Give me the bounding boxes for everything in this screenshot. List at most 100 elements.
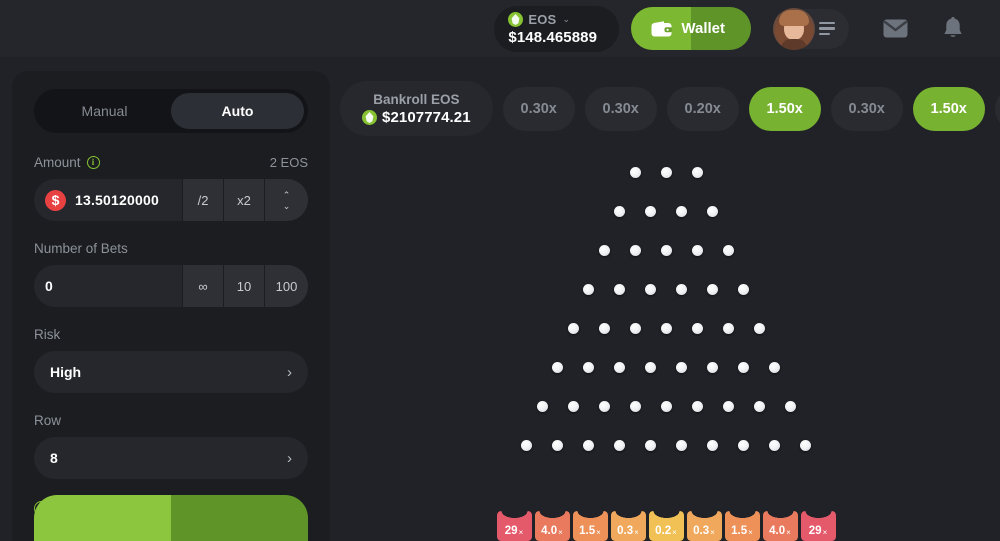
- row-label-row: Row: [34, 413, 308, 428]
- user-avatar[interactable]: [773, 7, 815, 50]
- bucket-value: 0.3: [617, 524, 634, 537]
- history-chip[interactable]: 1.50x: [912, 86, 985, 131]
- bucket-value: 0.2: [655, 524, 672, 537]
- eos-coin-icon: [362, 109, 377, 125]
- bucket-multiplier-symbol: ×: [822, 528, 828, 537]
- bucket-value: 29: [504, 524, 518, 537]
- bet-button[interactable]: [34, 495, 308, 541]
- peg: [722, 401, 734, 412]
- bucket-multiplier-symbol: ×: [748, 528, 753, 537]
- envelope-icon[interactable]: [883, 19, 908, 38]
- peg: [614, 440, 625, 451]
- peg: [598, 245, 610, 256]
- payout-bucket[interactable]: 4.0 ×: [762, 511, 798, 541]
- history-chip[interactable]: 0.30x: [830, 86, 903, 131]
- bucket-value: 4.0: [541, 524, 558, 537]
- history-chip[interactable]: 1.50x: [748, 86, 821, 131]
- peg: [614, 362, 625, 373]
- peg: [707, 206, 718, 217]
- payout-bucket[interactable]: 0.3 ×: [686, 511, 722, 541]
- peg: [629, 401, 641, 412]
- peg: [552, 440, 563, 451]
- info-icon[interactable]: i: [86, 156, 100, 169]
- peg-row: [332, 206, 1000, 217]
- avatar-hair-top: [779, 9, 809, 26]
- balance-amount: $148.465889: [508, 29, 598, 46]
- chevron-up-icon[interactable]: ⌃: [282, 189, 291, 200]
- bankroll-amount-row: $2107774.21: [362, 109, 471, 126]
- payout-bucket[interactable]: 0.2 ×: [648, 511, 684, 541]
- peg: [614, 206, 625, 217]
- amount-input[interactable]: $ 13.50120000: [34, 189, 182, 211]
- bucket-value: 0.3: [693, 524, 710, 537]
- bets-preset-100[interactable]: 100: [264, 265, 308, 307]
- risk-value: High: [50, 364, 82, 380]
- hamburger-menu-icon[interactable]: [819, 21, 835, 36]
- bets-value: 0: [45, 278, 53, 294]
- peg: [598, 401, 610, 412]
- currency-label: EOS: [528, 12, 557, 27]
- mode-auto-button[interactable]: Auto: [171, 93, 304, 129]
- bucket-value: 29: [808, 524, 822, 537]
- peg-row: [332, 362, 1000, 373]
- peg: [629, 245, 641, 256]
- peg: [567, 323, 579, 334]
- payout-bucket[interactable]: 4.0 ×: [534, 511, 570, 541]
- peg: [676, 206, 687, 217]
- amount-halve-button[interactable]: /2: [182, 179, 223, 221]
- mode-toggle: Manual Auto: [34, 89, 308, 133]
- mode-manual-button[interactable]: Manual: [38, 93, 171, 129]
- risk-select[interactable]: High ›: [34, 351, 308, 393]
- payout-bucket[interactable]: 1.5 ×: [724, 511, 760, 541]
- payout-bucket[interactable]: 29 ×: [496, 511, 532, 541]
- chevron-down-icon[interactable]: ⌄: [562, 14, 570, 24]
- wallet-button[interactable]: Wallet: [631, 7, 751, 50]
- bets-preset-infinite[interactable]: ∞: [182, 265, 223, 307]
- amount-double-button[interactable]: x2: [223, 179, 264, 221]
- amount-label-row: Amount i 2 EOS: [34, 155, 308, 170]
- peg: [660, 245, 672, 256]
- history-chip[interactable]: 0.30x: [502, 86, 575, 131]
- amount-label: Amount: [34, 155, 81, 170]
- peg: [676, 284, 687, 295]
- payout-bucket[interactable]: 1.5 ×: [572, 511, 608, 541]
- peg: [753, 401, 765, 412]
- peg: [722, 323, 734, 334]
- chevron-right-icon: ›: [287, 449, 292, 467]
- eos-coin-icon: [508, 12, 524, 27]
- balance-pill[interactable]: EOS ⌄ $148.465889: [494, 5, 620, 52]
- plinko-board: 29 × 4.0 × 1.5 × 0.3 × 0.2 × 0.3 × 1.5 × 4.0 × 29 ×: [332, 167, 1000, 541]
- bets-input[interactable]: 0: [34, 278, 182, 294]
- bell-icon[interactable]: [942, 17, 964, 40]
- history-chip[interactable]: 0.20x: [666, 86, 739, 131]
- bucket-multiplier-symbol: ×: [710, 528, 715, 537]
- payout-bucket[interactable]: 29 ×: [800, 511, 836, 541]
- user-menu[interactable]: [773, 7, 849, 50]
- peg: [738, 362, 749, 373]
- wallet-icon: [651, 20, 673, 37]
- history-chip[interactable]: 0.30x: [584, 86, 657, 131]
- balance-currency-row: EOS ⌄: [508, 11, 601, 28]
- bankroll-amount: $2107774.21: [382, 108, 471, 126]
- peg: [645, 284, 656, 295]
- peg: [583, 362, 594, 373]
- row-value: 8: [50, 450, 58, 466]
- row-select[interactable]: 8 ›: [34, 437, 308, 479]
- bankroll-title: Bankroll: [373, 91, 428, 107]
- avatar-body: [781, 38, 807, 50]
- bets-preset-10[interactable]: 10: [223, 265, 264, 307]
- top-bar: EOS ⌄ $148.465889 Wallet: [0, 0, 1000, 57]
- peg: [629, 167, 641, 178]
- game-area: Bankroll EOS $2107774.21 0.30x 0.30x 0.2…: [332, 57, 1000, 541]
- peg: [676, 362, 687, 373]
- peg: [707, 440, 718, 451]
- bets-input-row: 0 ∞ 10 100: [34, 265, 308, 307]
- peg: [521, 440, 532, 451]
- history-chip[interactable]: 0.20x: [994, 86, 1000, 131]
- peg-row: [332, 401, 1000, 412]
- amount-stepper[interactable]: ⌃ ⌄: [264, 179, 308, 221]
- payout-bucket[interactable]: 0.3 ×: [610, 511, 646, 541]
- peg: [660, 401, 672, 412]
- chevron-down-icon[interactable]: ⌄: [282, 200, 291, 211]
- peg: [738, 440, 749, 451]
